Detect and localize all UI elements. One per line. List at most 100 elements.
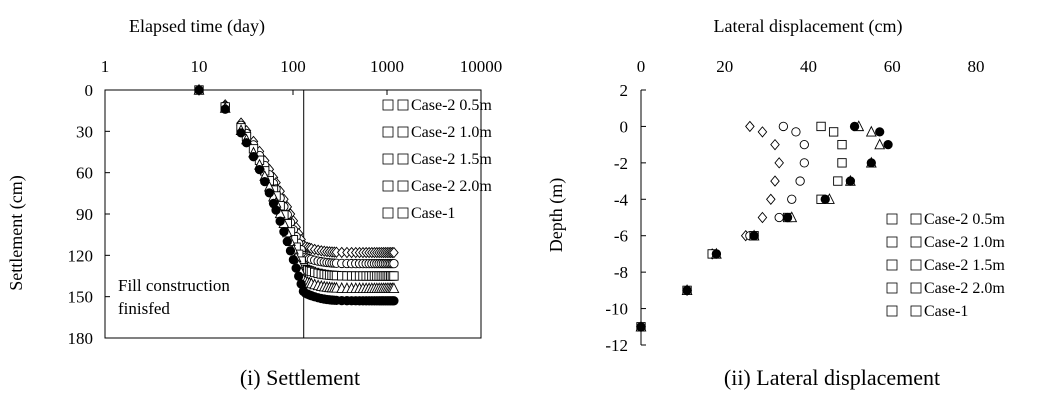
settlement-x-ticks: 1 10 100 1000 10000: [101, 57, 503, 95]
lateral-y-axis-label: Depth (m): [546, 178, 567, 252]
x-tick-label: 100: [280, 57, 306, 76]
series-case-2-1-0m: [636, 121, 809, 332]
legend-box: [910, 236, 922, 248]
x-tick-label: 1: [101, 57, 110, 76]
x-tick-label: 10000: [460, 57, 503, 76]
y-tick-label: 150: [68, 288, 94, 307]
legend-box: [382, 207, 394, 219]
data-point: [816, 121, 826, 132]
data-point: [837, 158, 847, 168]
data-point: [770, 138, 780, 151]
data-point: [749, 231, 759, 241]
lateral-legend: Case-2 0.5m Case-2 1.0m Case-2 1.5m Case-2 …: [886, 211, 1005, 320]
data-point: [833, 176, 843, 186]
legend-entry: Case-1: [924, 303, 968, 320]
settlement-legend: Case-2 0.5m Case-2 1.0m Case-2 1.5m Case-2 …: [382, 97, 492, 222]
legend-entry: Case-2 2.0m: [411, 178, 492, 195]
data-point: [389, 296, 399, 306]
legend-entry: Case-2 1.5m: [411, 151, 492, 168]
x-tick-label: 80: [968, 57, 985, 76]
y-tick-label: -4: [614, 190, 629, 209]
lateral-displacement-chart: Lateral displacement (cm) Depth (m) 0 20 4…: [546, 16, 1005, 390]
lateral-caption: (ii) Lateral displacement: [724, 365, 940, 390]
lateral-x-ticks: 0 20 40 60 80: [637, 57, 985, 76]
legend-box: [886, 236, 898, 248]
data-point: [241, 138, 252, 148]
lateral-x-axis-label: Lateral displacement (cm): [714, 16, 903, 37]
y-tick-label: 90: [76, 205, 93, 224]
data-point: [389, 258, 399, 269]
data-point: [282, 236, 292, 247]
x-tick-label: 10: [191, 57, 208, 76]
x-tick-label: 0: [637, 57, 646, 76]
legend-entry: Case-1: [411, 205, 455, 222]
legend-entry: Case-2 0.5m: [411, 97, 492, 114]
data-point: [264, 188, 274, 198]
data-point: [260, 176, 270, 187]
y-tick-label: -2: [614, 154, 628, 173]
data-point: [799, 139, 809, 150]
legend-box: [397, 99, 409, 111]
data-point: [236, 128, 246, 138]
y-tick-label: 60: [76, 164, 93, 183]
y-tick-label: 0: [85, 81, 94, 100]
settlement-chart: Elapsed time (day) Settlement (cm) 1 10 10…: [6, 16, 502, 390]
lateral-series: [635, 120, 893, 333]
y-tick-label: -6: [614, 227, 628, 246]
legend-box: [382, 99, 394, 111]
legend-entry: Case-2 2.0m: [924, 280, 1005, 297]
legend-entry: Case-2 0.5m: [924, 211, 1005, 228]
settlement-x-axis-label: Elapsed time (day): [129, 16, 265, 37]
settlement-series: [193, 83, 400, 306]
data-point: [745, 120, 755, 133]
data-point: [791, 127, 801, 137]
legend-box: [382, 126, 394, 138]
data-point: [866, 158, 876, 168]
y-tick-label: -8: [614, 263, 628, 282]
data-point: [883, 139, 893, 150]
annotation-line-2: finisfed: [118, 299, 170, 318]
data-point: [774, 157, 784, 169]
settlement-y-axis-label: Settlement (cm): [6, 175, 27, 290]
legend-box: [397, 180, 409, 192]
data-point: [795, 176, 805, 186]
data-point: [294, 271, 304, 281]
x-tick-label: 20: [716, 57, 733, 76]
lateral-y-ticks: 2 0 -2 -4 -6 -8 -10 -12: [605, 81, 646, 355]
data-point: [849, 121, 860, 132]
legend-box: [382, 180, 394, 192]
data-point: [220, 104, 230, 114]
data-point: [194, 85, 204, 95]
data-point: [875, 127, 885, 137]
series-case-1: [194, 85, 399, 306]
legend-box: [910, 282, 922, 294]
data-point: [275, 216, 285, 226]
legend-box: [397, 126, 409, 138]
data-point: [782, 212, 793, 223]
legend-box: [910, 213, 922, 225]
legend-box: [886, 213, 898, 225]
settlement-y-ticks: 0 30 60 90 120 150 180: [68, 81, 110, 348]
y-tick-label: 0: [620, 117, 629, 136]
data-point: [388, 282, 400, 294]
legend-box: [910, 305, 922, 317]
data-point: [389, 246, 399, 259]
legend-box: [910, 259, 922, 271]
data-point: [865, 125, 877, 137]
data-point: [799, 158, 809, 168]
x-tick-label: 40: [800, 57, 817, 76]
legend-box: [886, 305, 898, 317]
legend-box: [397, 207, 409, 219]
legend-box: [886, 259, 898, 271]
data-point: [766, 193, 776, 205]
data-point: [636, 322, 646, 332]
data-point: [837, 139, 847, 150]
data-point: [770, 175, 780, 187]
data-point: [828, 127, 839, 137]
series-case-2-2-0m: [635, 120, 886, 332]
data-point: [291, 263, 301, 273]
legend-box: [397, 153, 409, 165]
series-case-1: [636, 121, 893, 332]
x-tick-label: 1000: [370, 57, 404, 76]
